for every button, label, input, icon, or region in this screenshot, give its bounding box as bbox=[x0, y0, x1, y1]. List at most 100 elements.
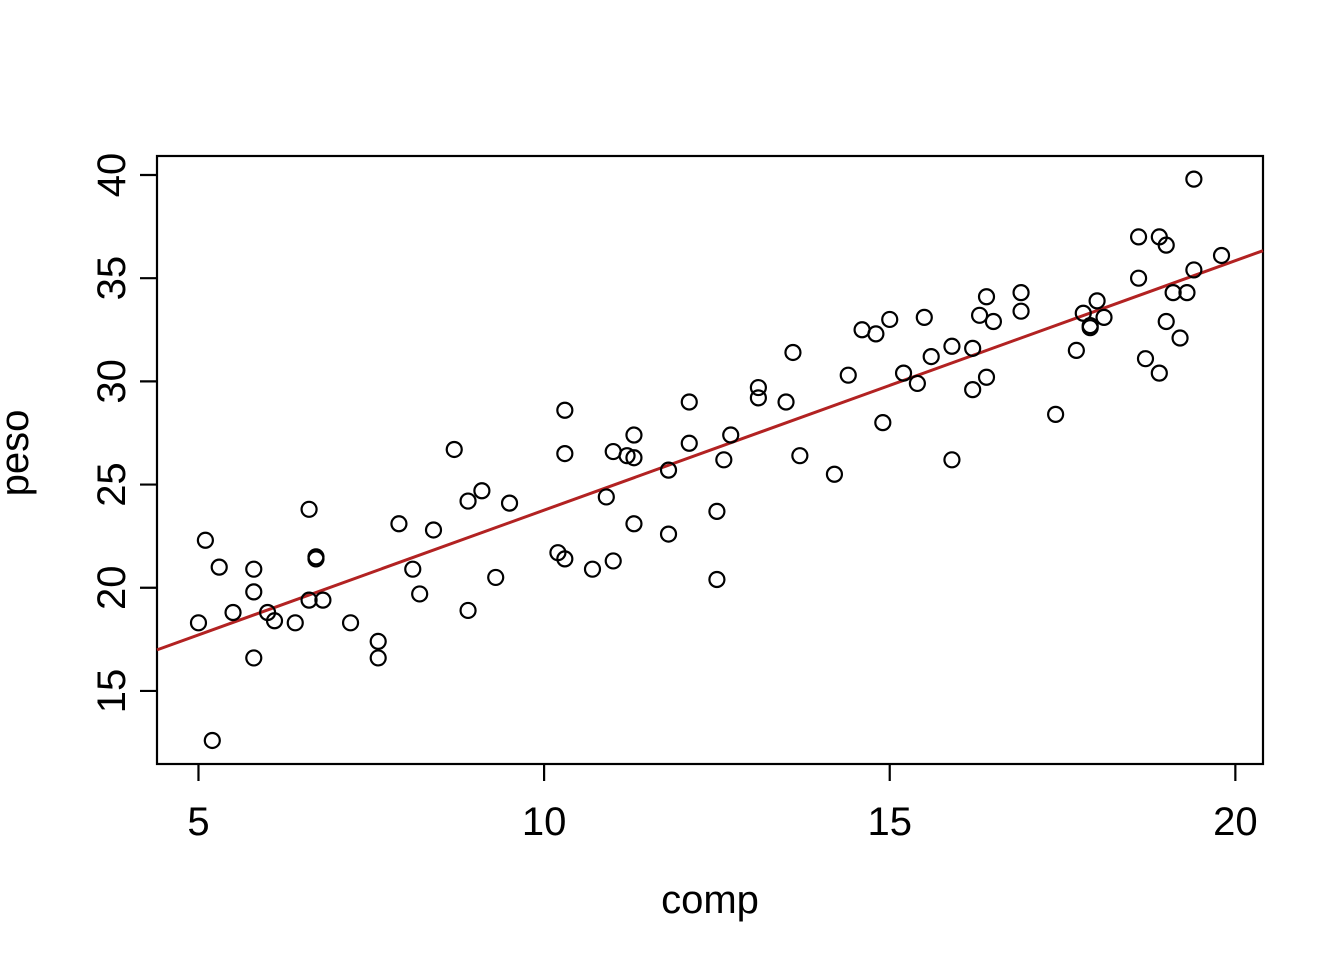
data-point bbox=[404, 560, 422, 578]
data-point bbox=[708, 570, 726, 589]
data-point bbox=[245, 583, 263, 601]
y-tick-label: 20 bbox=[90, 566, 134, 611]
data-point bbox=[1178, 284, 1196, 302]
data-point bbox=[943, 337, 961, 355]
data-point bbox=[210, 558, 228, 576]
x-axis: 5 10 15 20 bbox=[187, 764, 1258, 844]
data-point bbox=[839, 366, 857, 384]
data-point bbox=[1047, 405, 1065, 423]
data-point bbox=[680, 434, 698, 452]
data-point bbox=[825, 465, 844, 483]
data-point bbox=[1157, 236, 1175, 254]
data-point bbox=[314, 591, 332, 609]
y-tick-label: 35 bbox=[90, 256, 134, 301]
data-point bbox=[749, 378, 767, 397]
data-point bbox=[659, 461, 678, 479]
data-points bbox=[189, 170, 1231, 750]
data-point bbox=[970, 306, 989, 324]
data-point bbox=[556, 401, 574, 419]
data-point bbox=[625, 449, 643, 467]
data-point bbox=[943, 451, 961, 469]
data-point bbox=[708, 502, 726, 520]
data-point bbox=[659, 525, 678, 543]
y-tick-label: 40 bbox=[90, 153, 134, 198]
x-axis-label: comp bbox=[661, 878, 759, 922]
data-point bbox=[1081, 319, 1099, 337]
data-point bbox=[1164, 284, 1182, 302]
y-tick-label: 25 bbox=[90, 462, 134, 507]
data-point bbox=[1088, 292, 1106, 310]
y-axis-label: peso bbox=[0, 410, 37, 497]
data-point bbox=[894, 364, 913, 382]
data-point bbox=[1012, 284, 1030, 302]
x-tick-label: 15 bbox=[867, 800, 912, 844]
data-point bbox=[1095, 308, 1113, 326]
data-point bbox=[784, 343, 802, 362]
data-point bbox=[715, 451, 733, 469]
data-point bbox=[196, 531, 214, 549]
regression-line bbox=[156, 249, 1264, 652]
data-point bbox=[341, 614, 360, 632]
data-point bbox=[1067, 341, 1085, 360]
y-tick-label: 30 bbox=[90, 359, 134, 404]
data-point bbox=[922, 348, 940, 366]
data-point bbox=[300, 591, 318, 609]
data-point bbox=[1212, 246, 1231, 265]
data-point bbox=[369, 632, 387, 651]
data-point bbox=[977, 368, 996, 386]
data-point bbox=[977, 288, 996, 306]
data-point bbox=[618, 447, 636, 465]
data-point bbox=[1185, 261, 1203, 279]
data-point bbox=[300, 500, 318, 518]
data-point bbox=[307, 550, 325, 568]
data-point bbox=[964, 381, 982, 399]
data-point bbox=[1012, 302, 1030, 320]
data-point bbox=[459, 601, 477, 620]
data-point bbox=[604, 442, 622, 461]
data-point bbox=[680, 393, 698, 411]
data-point bbox=[556, 445, 574, 463]
data-point bbox=[500, 494, 519, 512]
data-point bbox=[984, 312, 1003, 331]
data-point bbox=[1150, 364, 1168, 382]
data-point bbox=[459, 492, 477, 510]
x-tick-label: 5 bbox=[187, 800, 209, 844]
data-point bbox=[597, 488, 615, 506]
data-point bbox=[390, 515, 408, 533]
data-point bbox=[1185, 170, 1203, 188]
data-point bbox=[245, 560, 263, 578]
data-point bbox=[1129, 228, 1148, 246]
plot-box bbox=[155, 154, 1265, 766]
data-point bbox=[424, 521, 443, 539]
data-point bbox=[189, 614, 208, 632]
data-point bbox=[777, 393, 795, 411]
x-tick-label: 20 bbox=[1213, 800, 1258, 844]
data-point bbox=[1157, 312, 1175, 331]
data-point bbox=[874, 414, 892, 432]
data-point bbox=[1171, 329, 1189, 347]
data-point bbox=[286, 614, 304, 632]
data-point bbox=[749, 389, 767, 407]
data-point bbox=[908, 374, 926, 393]
data-point bbox=[881, 310, 899, 329]
y-tick-label: 15 bbox=[90, 669, 134, 714]
data-point bbox=[203, 731, 221, 750]
data-point bbox=[445, 440, 463, 459]
data-point bbox=[473, 482, 491, 500]
y-axis: 15 20 25 30 35 40 bbox=[90, 153, 157, 713]
data-point bbox=[411, 585, 429, 603]
data-point bbox=[853, 321, 871, 339]
data-point bbox=[625, 515, 643, 533]
data-point bbox=[1129, 269, 1148, 287]
data-point bbox=[1136, 350, 1155, 368]
data-point bbox=[722, 426, 740, 444]
data-point bbox=[964, 339, 982, 357]
data-point bbox=[245, 649, 263, 667]
data-point bbox=[915, 308, 933, 326]
data-point bbox=[487, 568, 505, 587]
data-point bbox=[604, 552, 622, 570]
data-point bbox=[867, 325, 885, 343]
x-tick-label: 10 bbox=[522, 800, 567, 844]
